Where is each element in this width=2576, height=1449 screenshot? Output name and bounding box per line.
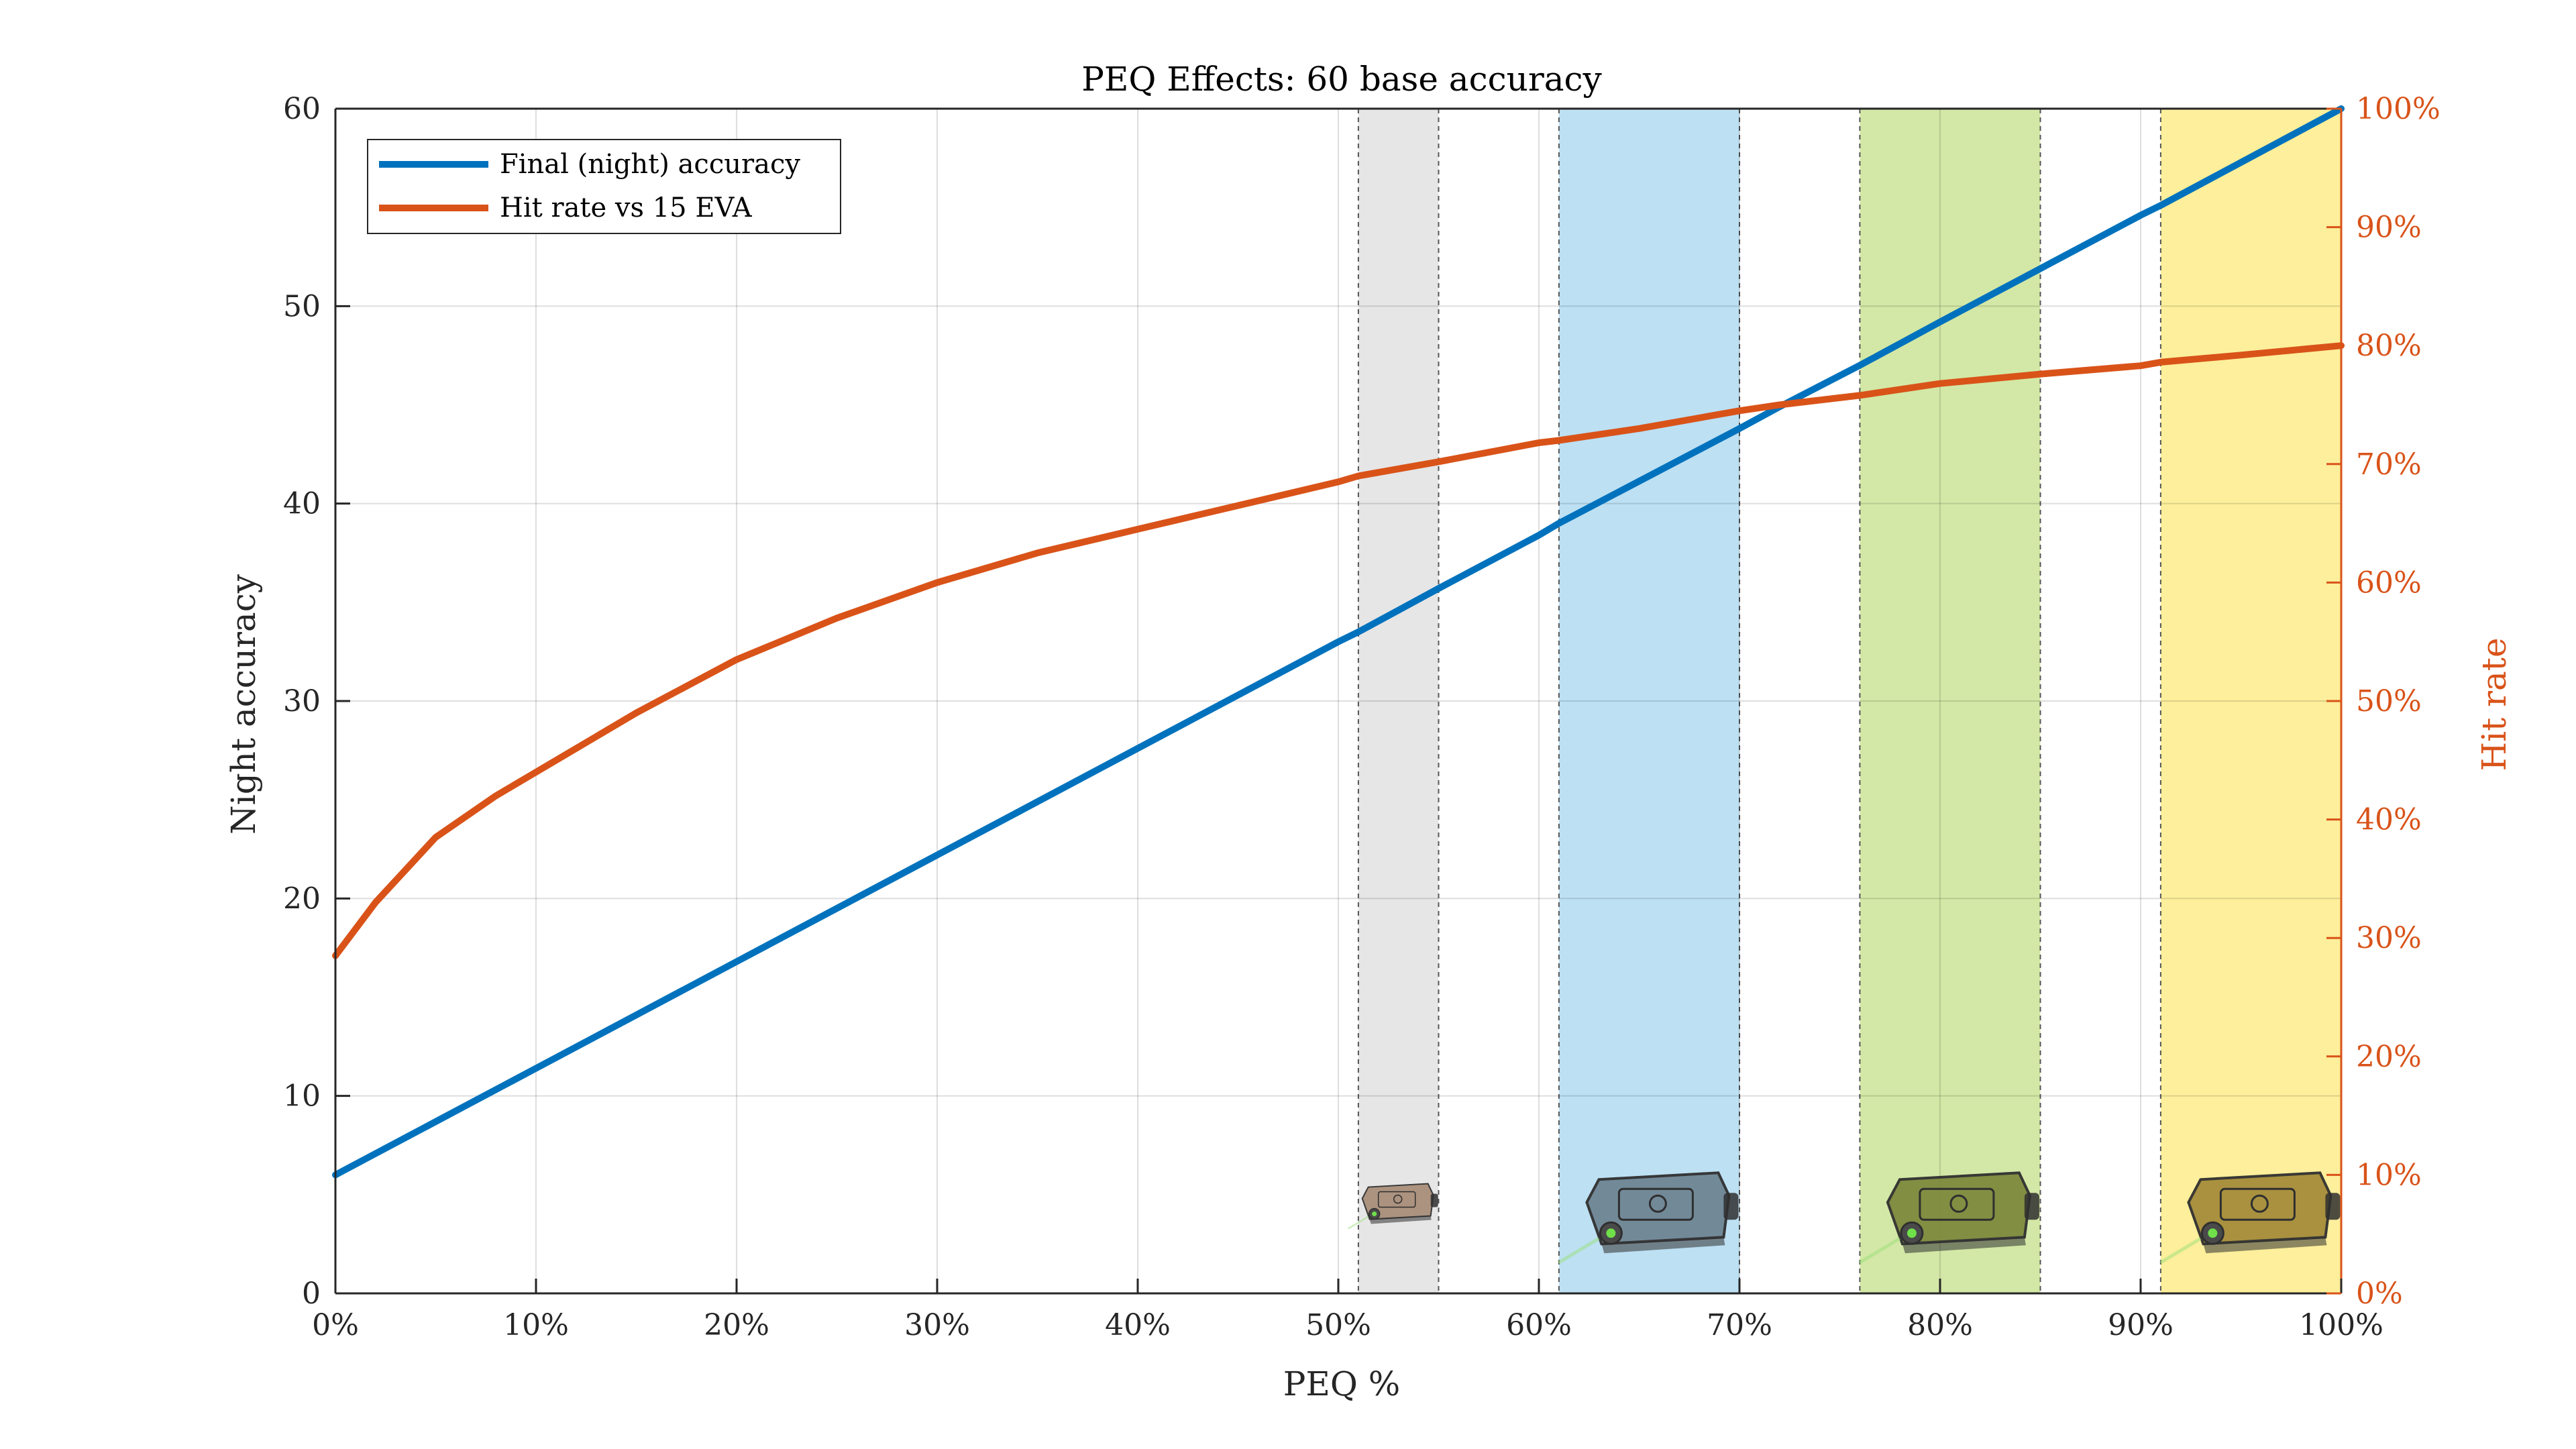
- y-axis-right-label: Hit rate: [2475, 638, 2514, 771]
- y-right-tick-label: 20%: [2356, 1040, 2422, 1074]
- x-tick-label: 70%: [1707, 1308, 1772, 1342]
- x-axis-label: PEQ %: [1283, 1364, 1401, 1403]
- x-tick-label: 0%: [312, 1308, 359, 1342]
- legend-label-hit-rate: Hit rate vs 15 EVA: [500, 193, 753, 223]
- legend: Final (night) accuracy Hit rate vs 15 EV…: [368, 140, 841, 233]
- chart-title: PEQ Effects: 60 base accuracy: [1081, 60, 1602, 99]
- x-tick-label: 10%: [503, 1308, 569, 1342]
- x-tick-label: 50%: [1305, 1308, 1371, 1342]
- x-tick-label: 60%: [1506, 1308, 1572, 1342]
- x-tick-label: 100%: [2299, 1308, 2383, 1342]
- x-tick-label: 30%: [904, 1308, 970, 1342]
- y-right-tick-label: 40%: [2356, 803, 2422, 837]
- x-tick-label: 40%: [1105, 1308, 1171, 1342]
- y-tick-label: 20: [283, 881, 321, 916]
- y-right-tick-label: 100%: [2356, 92, 2440, 126]
- y-tick-label: 50: [283, 289, 321, 323]
- y-right-tick-label: 10%: [2356, 1158, 2422, 1192]
- y-right-tick-label: 90%: [2356, 211, 2422, 245]
- y-tick-label: 10: [283, 1079, 321, 1114]
- y-right-tick-label: 30%: [2356, 921, 2422, 955]
- y-right-tick-label: 0%: [2356, 1277, 2403, 1311]
- x-tick-label: 90%: [2108, 1308, 2174, 1342]
- y-right-tick-label: 50%: [2356, 684, 2422, 718]
- y-tick-label: 30: [283, 684, 321, 718]
- y-tick-label: 60: [283, 92, 321, 126]
- y-tick-label: 0: [302, 1277, 321, 1311]
- y-tick-label: 40: [283, 487, 321, 521]
- x-tick-label: 20%: [704, 1308, 769, 1342]
- y-right-tick-label: 80%: [2356, 329, 2422, 363]
- y-axis-label: Night accuracy: [224, 574, 263, 835]
- x-tick-label: 80%: [1907, 1308, 1973, 1342]
- y-right-tick-label: 70%: [2356, 447, 2422, 482]
- y-right-tick-label: 60%: [2356, 566, 2422, 600]
- legend-label-accuracy: Final (night) accuracy: [500, 149, 800, 180]
